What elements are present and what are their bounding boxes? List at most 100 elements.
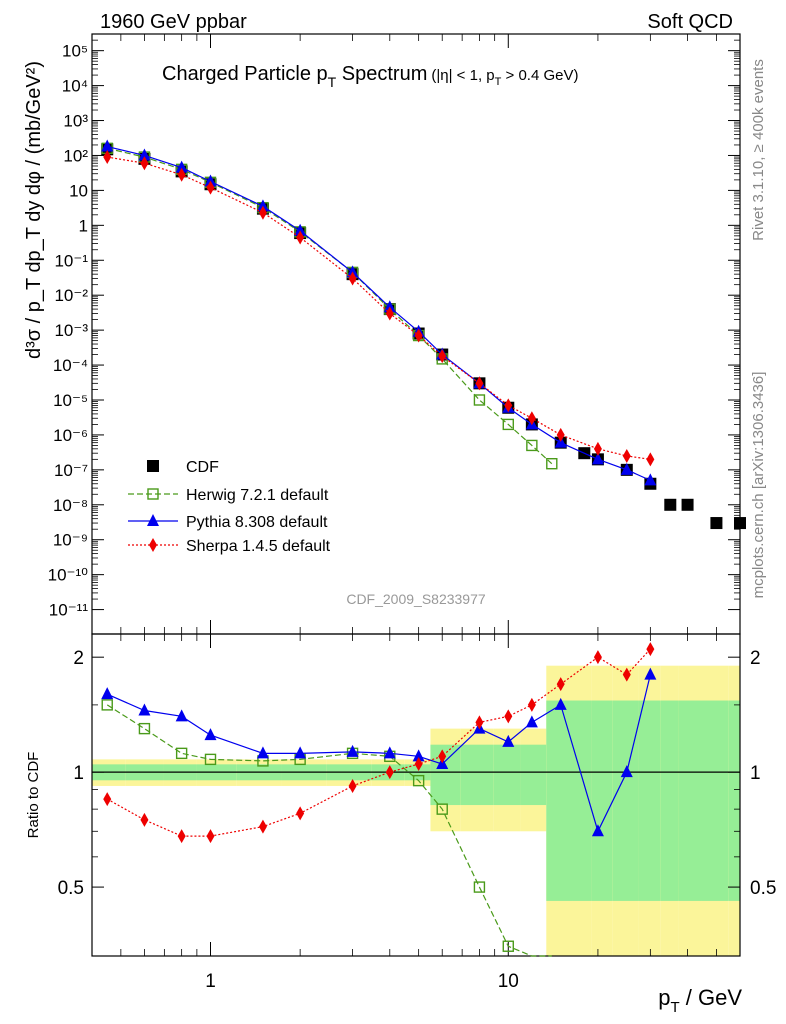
band-green [638, 700, 661, 901]
data-point [622, 448, 631, 463]
ratio-tick-label: 1 [73, 763, 84, 784]
ratio-point [620, 765, 633, 778]
y-tick-label: 10 [69, 181, 88, 200]
y-tick-label: 10⁻⁹ [53, 531, 88, 550]
band-green [460, 744, 494, 806]
uncertainty-bands [92, 665, 740, 956]
y-tick-label: 10⁻⁵ [53, 391, 88, 410]
band-green [728, 700, 740, 901]
ratio-point [101, 699, 113, 711]
x-tick-label: 1 [205, 971, 216, 992]
ratio-point [346, 744, 359, 757]
data-point [204, 174, 217, 187]
series-line-2 [107, 145, 651, 481]
energy-label: 1960 GeV ppbar [100, 11, 247, 33]
ratio-point [385, 765, 394, 780]
band-green [572, 700, 592, 901]
data-point [620, 462, 633, 475]
ratio-point [348, 778, 357, 793]
ratio-point [473, 881, 486, 893]
y-tick-label: 10⁻² [54, 286, 88, 305]
x-label-sub: T [670, 999, 679, 1016]
ratio-point [412, 749, 425, 762]
ratio-point [294, 746, 307, 759]
data-point [140, 156, 149, 171]
ratio-point [593, 650, 602, 665]
legend-marker [147, 460, 159, 472]
data-point [385, 306, 394, 321]
analysis-label: CDF_2009_S8233977 [346, 591, 486, 607]
data-point [593, 441, 602, 456]
legend-marker [147, 514, 159, 526]
legend-label: Herwig 7.2.1 default [186, 487, 329, 504]
title-sub: T [328, 74, 337, 90]
title-main2: Spectrum [336, 63, 427, 85]
data-point [473, 394, 486, 406]
series-group [101, 139, 746, 530]
ratio-point [175, 709, 188, 722]
x-axis-label: pT / GeV [658, 985, 742, 1016]
x-tick-labels: 1 10 [205, 971, 519, 992]
y-tick-label: 1 [79, 216, 88, 235]
ratio-frame [91, 633, 741, 957]
data-point [138, 148, 151, 161]
ratio-point [412, 774, 425, 787]
band-green [612, 700, 639, 901]
band-green [591, 700, 613, 901]
data-point [346, 265, 359, 278]
ratio-point [414, 757, 423, 772]
mcplots-label: mcplots.cern.ch [arXiv:1306.3436] [750, 372, 767, 599]
ratio-point [140, 812, 149, 827]
ratio-point [622, 667, 631, 682]
ratio-point [258, 819, 267, 834]
axis-ticks [91, 33, 741, 956]
data-point [644, 473, 657, 486]
band-green [546, 700, 573, 901]
data-point [646, 452, 655, 467]
ratio-tick-label-right: 0.5 [750, 878, 776, 899]
y-tick-label: 10⁻⁸ [53, 496, 88, 515]
data-point [414, 328, 423, 343]
y-tick-label: 10² [63, 146, 88, 165]
band-green [430, 744, 461, 806]
ratio-point [502, 940, 514, 952]
y-tick-label: 10⁻⁴ [53, 356, 88, 375]
y-tick-label: 10⁻¹¹ [49, 601, 89, 620]
series-line-1 [107, 147, 553, 465]
data-point [556, 427, 565, 442]
y-tick-label: 10⁻¹ [54, 251, 88, 270]
ratio-point [502, 734, 515, 747]
legend-label: Pythia 8.308 default [186, 514, 328, 531]
data-point [664, 498, 677, 511]
ratio-point [383, 746, 396, 759]
band-green [701, 700, 729, 901]
band-green [493, 744, 521, 806]
legend: CDF Herwig 7.2.1 default Pythia 8.308 defa… [128, 459, 331, 555]
legend-marker [147, 488, 159, 500]
y-tick-label: 10⁻⁶ [53, 426, 88, 445]
data-point [681, 498, 694, 511]
legend-label: Sherpa 1.4.5 default [186, 538, 331, 555]
ratio-tick-label: 0.5 [58, 878, 84, 899]
ratio-point [101, 687, 114, 700]
data-point [526, 439, 538, 452]
ratio-point [138, 722, 151, 735]
data-point [101, 139, 114, 152]
x-label-p: p [658, 985, 670, 1010]
ratio-tick-label-right: 1 [750, 763, 761, 784]
data-point [383, 300, 396, 313]
y-tick-label: 10⁵ [62, 42, 88, 61]
ratio-point [103, 792, 112, 807]
ratio-point [438, 749, 447, 764]
x-label-rest: / GeV [680, 985, 743, 1010]
data-point [475, 376, 484, 391]
data-point [438, 349, 447, 364]
data-point [175, 160, 188, 173]
x-tick-label: 10 [498, 971, 519, 992]
data-point [348, 271, 357, 286]
ratio-point [504, 709, 513, 724]
ratio-point [206, 829, 215, 844]
legend-label: CDF [186, 459, 219, 476]
y-tick-label: 10⁴ [62, 77, 88, 96]
